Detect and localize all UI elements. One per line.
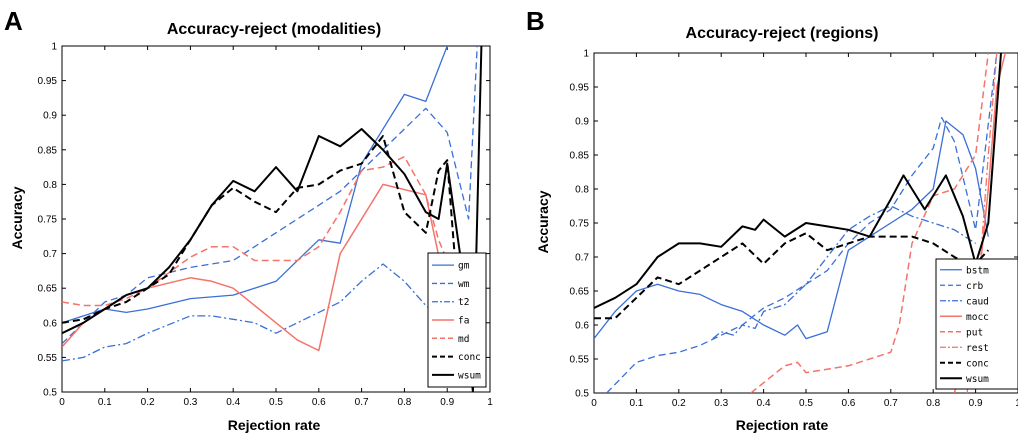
y-tick-label: 0.8 bbox=[575, 185, 589, 196]
y-tick-label: 0.85 bbox=[570, 151, 590, 162]
x-tick-label: 0.5 bbox=[269, 397, 283, 408]
y-tick-label: 0.55 bbox=[38, 353, 58, 364]
x-tick-label: 0 bbox=[591, 398, 597, 409]
y-tick-label: 0.65 bbox=[570, 287, 590, 298]
x-tick-label: 0.6 bbox=[841, 398, 855, 409]
ticks-b: 0 0.1 0.2 0.3 0.4 0.5 0.6 0.7 0.8 0.9 1 0.5 0.55 0.6 0… bbox=[570, 49, 1018, 409]
x-tick-label: 0.9 bbox=[440, 397, 454, 408]
x-tick-label: 0.7 bbox=[884, 398, 898, 409]
plot-area-a bbox=[61, 45, 491, 393]
y-tick-label: 0.7 bbox=[43, 249, 57, 260]
series-line-md bbox=[62, 155, 461, 307]
y-tick-label: 0.6 bbox=[43, 318, 57, 329]
y-axis-label-b: Accuracy bbox=[535, 190, 551, 253]
panel-b: B Accuracy-reject (regions) Rejection ra… bbox=[526, 6, 1018, 433]
x-tick-label: 1 bbox=[487, 397, 493, 408]
legend-a: gm wm t2 fa md conc wsum bbox=[427, 252, 487, 388]
legend-label-bstm: bstm bbox=[966, 265, 989, 276]
x-tick-label: 0.2 bbox=[141, 397, 155, 408]
legend-label-wm: wm bbox=[458, 279, 470, 290]
y-tick-label: 0.5 bbox=[575, 389, 589, 400]
series-line-put bbox=[750, 53, 990, 393]
x-tick-label: 0.7 bbox=[355, 397, 369, 408]
legend-label-wsum: wsum bbox=[966, 374, 989, 385]
legend-label-md: md bbox=[458, 334, 469, 345]
x-tick-label: 0.3 bbox=[714, 398, 728, 409]
x-axis-label-b: Rejection rate bbox=[736, 417, 829, 433]
legend-label-crb: crb bbox=[966, 281, 983, 292]
x-tick-label: 0.4 bbox=[757, 398, 771, 409]
x-tick-label: 0.1 bbox=[98, 397, 112, 408]
legend-label-rest: rest bbox=[966, 343, 989, 354]
legend-label-conc: conc bbox=[966, 358, 989, 369]
y-tick-label: 0.75 bbox=[570, 219, 590, 230]
y-tick-label: 0.8 bbox=[43, 180, 57, 191]
x-axis-label-a: Rejection rate bbox=[228, 417, 321, 433]
ticks-a: 0 0.1 0.2 0.3 0.4 0.5 0.6 0.7 0.8 0.9 1 0.5 0.55 0.6 0… bbox=[38, 42, 494, 409]
x-tick-label: 1 bbox=[1015, 398, 1018, 409]
legend-label-caud: caud bbox=[966, 296, 989, 307]
x-tick-label: 0.4 bbox=[226, 397, 240, 408]
y-tick-label: 0.85 bbox=[38, 145, 58, 156]
y-tick-label: 0.9 bbox=[575, 117, 589, 128]
legend-label-gm: gm bbox=[458, 261, 470, 272]
x-tick-label: 0.5 bbox=[799, 398, 813, 409]
panel-label-a: A bbox=[4, 6, 23, 36]
legend-label-conc: conc bbox=[458, 352, 481, 363]
x-tick-label: 0.9 bbox=[969, 398, 983, 409]
series-line-caud bbox=[712, 205, 976, 340]
x-tick-label: 0.8 bbox=[926, 398, 940, 409]
y-tick-label: 0.95 bbox=[570, 83, 590, 94]
series-line-wsum bbox=[594, 53, 1002, 309]
x-tick-label: 0.8 bbox=[397, 397, 411, 408]
y-tick-label: 1 bbox=[583, 49, 589, 60]
y-tick-label: 0.5 bbox=[43, 388, 57, 399]
y-tick-label: 0.6 bbox=[575, 321, 589, 332]
series-line-crb bbox=[606, 53, 998, 393]
panel-label-b: B bbox=[526, 6, 545, 36]
legend-label-wsum: wsum bbox=[458, 370, 481, 381]
chart-title-b: Accuracy-reject (regions) bbox=[686, 25, 879, 42]
legend-label-fa: fa bbox=[458, 316, 469, 327]
series-line-wsum bbox=[62, 46, 483, 392]
y-tick-label: 0.65 bbox=[38, 284, 58, 295]
x-tick-label: 0.3 bbox=[183, 397, 197, 408]
y-tick-label: 0.7 bbox=[575, 253, 589, 264]
series-line-wm bbox=[62, 46, 478, 345]
y-axis-label-a: Accuracy bbox=[9, 186, 25, 249]
x-tick-label: 0.1 bbox=[629, 398, 643, 409]
y-tick-label: 0.9 bbox=[43, 111, 57, 122]
series-line-bstm bbox=[594, 120, 989, 340]
series-line-gm bbox=[62, 46, 448, 324]
series-line-conc bbox=[62, 135, 461, 324]
legend-label-mocc: mocc bbox=[966, 312, 989, 323]
legend-box bbox=[935, 258, 1018, 390]
x-tick-label: 0 bbox=[59, 397, 65, 408]
y-tick-label: 0.95 bbox=[38, 76, 58, 87]
chart-title-a: Accuracy-reject (modalities) bbox=[167, 21, 381, 38]
legend-b: bstm crb caud mocc put rest conc wsum bbox=[935, 258, 1018, 390]
legend-label-put: put bbox=[966, 327, 983, 338]
y-tick-label: 0.75 bbox=[38, 215, 58, 226]
series-line-conc bbox=[594, 232, 990, 320]
series-lines-a bbox=[62, 46, 483, 392]
panel-a: A Accuracy-reject (modalities) Rejection… bbox=[4, 6, 493, 433]
legend-label-t2: t2 bbox=[458, 297, 469, 308]
y-tick-label: 1 bbox=[51, 42, 57, 53]
series-line-t2 bbox=[62, 263, 448, 362]
y-tick-label: 0.55 bbox=[570, 355, 590, 366]
x-tick-label: 0.6 bbox=[312, 397, 326, 408]
x-tick-label: 0.2 bbox=[672, 398, 686, 409]
